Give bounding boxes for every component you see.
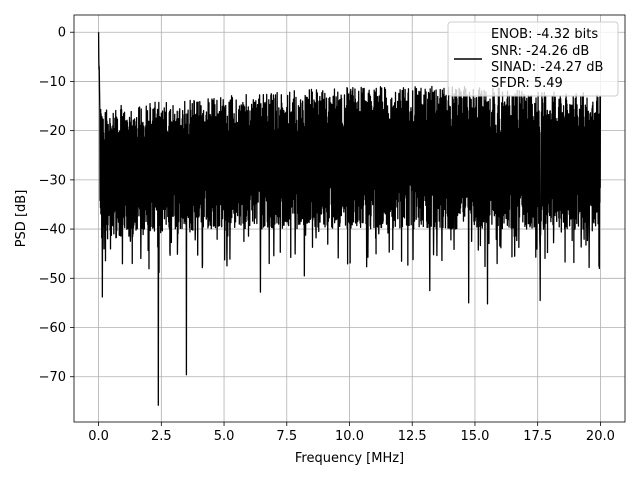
x-axis-label: Frequency [MHz] [295,451,404,466]
legend-box [447,21,619,97]
y-tick-label: −20 [39,124,66,139]
y-tick-label: −70 [39,370,66,385]
psd-series-line [97,32,602,406]
x-tick-label: 2.5 [151,429,172,444]
x-tick-label: 20.0 [586,429,615,444]
y-tick-label: 0 [58,26,66,41]
x-tick-label: 7.5 [276,429,297,444]
x-tick-label: 5.0 [214,429,235,444]
legend-entry-snr: SNR: -24.26 dB [491,44,589,59]
legend-entry-enob: ENOB: -4.32 bits [491,27,598,42]
y-axis-ticks: 0 −10 −20 −30 −40 −50 −60 −70 [39,26,74,385]
legend-entry-sinad: SINAD: -24.27 dB [491,60,603,75]
x-tick-label: 12.5 [398,429,427,444]
y-tick-label: −30 [39,173,66,188]
psd-trace [97,32,602,406]
x-axis-ticks: 0.0 2.5 5.0 7.5 10.0 12.5 15.0 17.5 20.0 [88,422,615,444]
y-tick-label: −10 [39,75,66,90]
y-tick-label: −40 [39,223,66,238]
x-tick-label: 17.5 [523,429,552,444]
legend-entry-sfdr: SFDR: 5.49 [491,76,563,91]
y-tick-label: −60 [39,321,66,336]
y-tick-label: −50 [39,272,66,287]
y-axis-label: PSD [dB] [14,190,29,248]
x-tick-label: 0.0 [88,429,109,444]
legend: ENOB: -4.32 bits SNR: -24.26 dB SINAD: -… [447,21,619,97]
x-tick-label: 10.0 [335,429,364,444]
x-tick-label: 15.0 [460,429,489,444]
